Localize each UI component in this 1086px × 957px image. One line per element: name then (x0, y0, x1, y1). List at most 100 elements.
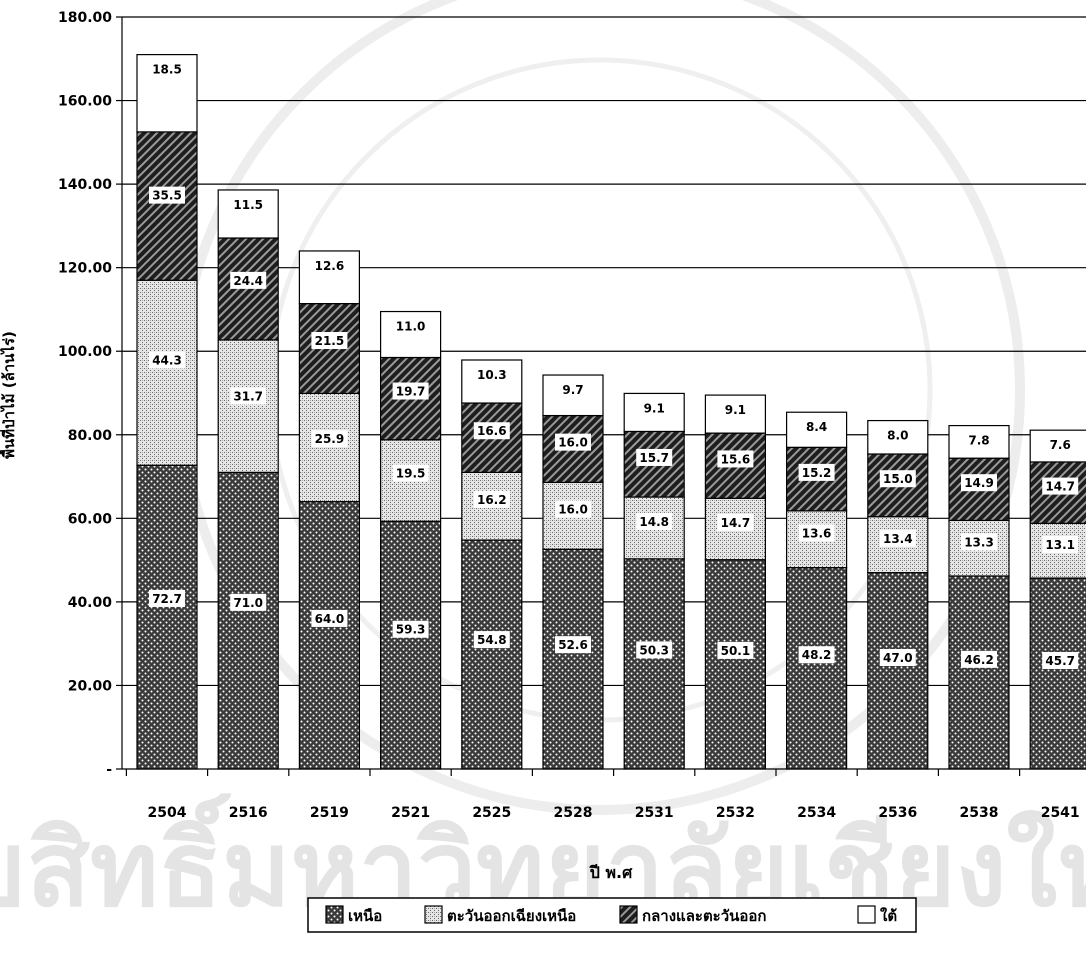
data-label: 52.6 (558, 638, 588, 652)
y-tick-label: 100.00 (58, 344, 112, 360)
data-label-bg (149, 186, 185, 204)
data-label: 15.0 (883, 472, 913, 486)
data-label-bg (311, 430, 348, 448)
data-label: 47.0 (883, 651, 913, 665)
data-label-bg (717, 641, 754, 659)
bar-segment (298, 501, 360, 770)
data-label-bg (311, 332, 348, 350)
data-label: 12.6 (315, 259, 345, 273)
data-label-bg (964, 431, 994, 449)
y-tick-label: 120.00 (58, 261, 112, 277)
data-label-bg (473, 422, 510, 440)
x-tick-label: 2516 (229, 805, 268, 821)
data-label-bg (1042, 651, 1079, 669)
y-tick-label: 80.00 (68, 428, 113, 444)
y-tick-label: 140.00 (58, 177, 112, 193)
data-label-bg (230, 593, 267, 611)
data-label: 16.0 (558, 436, 588, 450)
x-tick-label: 2538 (960, 805, 999, 821)
x-tick-label: 2536 (878, 805, 917, 821)
legend-swatch (325, 905, 344, 924)
data-label-bg (879, 470, 916, 488)
bar-segment (217, 237, 279, 341)
data-label: 14.8 (639, 515, 669, 529)
data-label: 64.0 (315, 612, 345, 626)
data-label-bg (798, 646, 835, 664)
data-label: 45.7 (1045, 654, 1075, 668)
data-label-bg (1045, 436, 1075, 454)
data-label-bg (473, 631, 510, 649)
data-label-bg (883, 426, 913, 444)
x-tick-label: 2504 (148, 805, 187, 821)
data-label-bg (230, 271, 267, 289)
data-label: 16.6 (477, 424, 507, 438)
data-label: 15.6 (721, 452, 751, 466)
data-label-bg (721, 401, 750, 419)
data-label: 9.7 (562, 383, 583, 397)
data-label: 35.5 (152, 189, 182, 203)
gridlines (122, 16, 1086, 687)
data-label-bg (311, 609, 348, 627)
data-label: 9.1 (725, 403, 746, 417)
legend-label: ใต้ (880, 907, 897, 925)
data-label-bg (558, 381, 588, 399)
data-label: 13.6 (802, 526, 832, 540)
bar-segment (785, 567, 848, 770)
x-tick-label: 2528 (554, 805, 593, 821)
data-label: 15.2 (802, 466, 832, 480)
legend-label: เหนือ (348, 907, 382, 925)
bar-segment (1029, 577, 1086, 770)
data-label: 8.4 (806, 420, 827, 434)
data-label-bg (636, 641, 673, 659)
data-label: 11.0 (396, 320, 426, 334)
x-tick-label: 2521 (391, 805, 430, 821)
data-label: 16.0 (558, 502, 588, 516)
y-tick-label: 60.00 (68, 511, 113, 527)
data-label-bg (961, 474, 997, 492)
axes: - 20.00 40.00 60.00 80.00 100.00 120.00 140.00 1… (58, 10, 1086, 821)
data-label: 24.4 (233, 274, 263, 288)
legend-label: ตะวันออกเฉียงเหนือ (447, 907, 576, 925)
data-label-bg (230, 195, 267, 213)
legend: เหนือ ตะวันออกเฉียงเหนือ กลางและตะวันออก ใต… (307, 897, 917, 933)
data-label-bg (149, 589, 185, 607)
y-tick-label: 180.00 (58, 10, 112, 26)
data-label-bg (473, 490, 510, 508)
data-label: 19.5 (396, 466, 426, 480)
data-label: 14.7 (721, 516, 751, 530)
data-label: 13.4 (883, 532, 913, 546)
data-label: 72.7 (152, 592, 182, 606)
data-label: 9.1 (644, 401, 665, 415)
data-label: 48.2 (802, 648, 832, 662)
data-labels: 72.7 44.3 35.5 18.5 71.0 31.7 24.4 11.5 64.0 25.9… (149, 60, 1079, 669)
data-label-bg (149, 60, 185, 78)
data-label: 25.9 (315, 432, 345, 446)
data-label: 11.5 (233, 198, 263, 212)
data-label-bg (149, 351, 185, 369)
data-label: 13.1 (1045, 538, 1075, 552)
data-label: 54.8 (477, 633, 507, 647)
data-label: 44.3 (152, 353, 182, 367)
bars (136, 53, 1086, 770)
data-label: 15.7 (639, 451, 669, 465)
data-label-bg (717, 450, 754, 468)
data-label-bg (1042, 477, 1079, 495)
data-label-bg (392, 382, 429, 400)
bar-segment (380, 356, 442, 441)
x-axis-label: ปี พ.ศ (588, 863, 633, 882)
bar-segment (217, 471, 279, 770)
x-tick-label: 2541 (1041, 805, 1080, 821)
data-label: 19.7 (396, 385, 426, 399)
data-label-bg (798, 463, 835, 481)
data-label-bg (636, 512, 673, 530)
y-tick-label: - (106, 762, 112, 778)
bar-segment (136, 464, 198, 770)
data-label: 7.8 (968, 434, 989, 448)
data-label: 13.3 (964, 535, 994, 549)
legend-swatch (857, 905, 876, 924)
data-label-bg (311, 256, 348, 274)
bar-segment (136, 131, 198, 281)
data-label-bg (392, 620, 429, 638)
data-label: 71.0 (233, 596, 263, 610)
